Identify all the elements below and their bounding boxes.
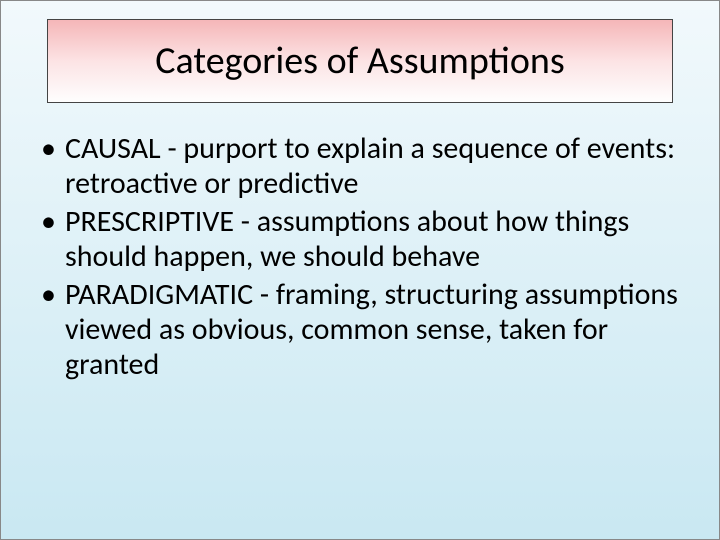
content-box: CAUSAL - purport to explain a sequence o…: [25, 123, 689, 515]
slide: Categories of Assumptions CAUSAL - purpo…: [0, 0, 720, 540]
bullet-list: CAUSAL - purport to explain a sequence o…: [35, 131, 679, 383]
list-item: PRESCRIPTIVE - assumptions about how thi…: [35, 204, 679, 275]
list-item: PARADIGMATIC - framing, structuring assu…: [35, 277, 679, 383]
title-box: Categories of Assumptions: [47, 19, 673, 103]
list-item: CAUSAL - purport to explain a sequence o…: [35, 131, 679, 202]
slide-title: Categories of Assumptions: [155, 38, 564, 84]
